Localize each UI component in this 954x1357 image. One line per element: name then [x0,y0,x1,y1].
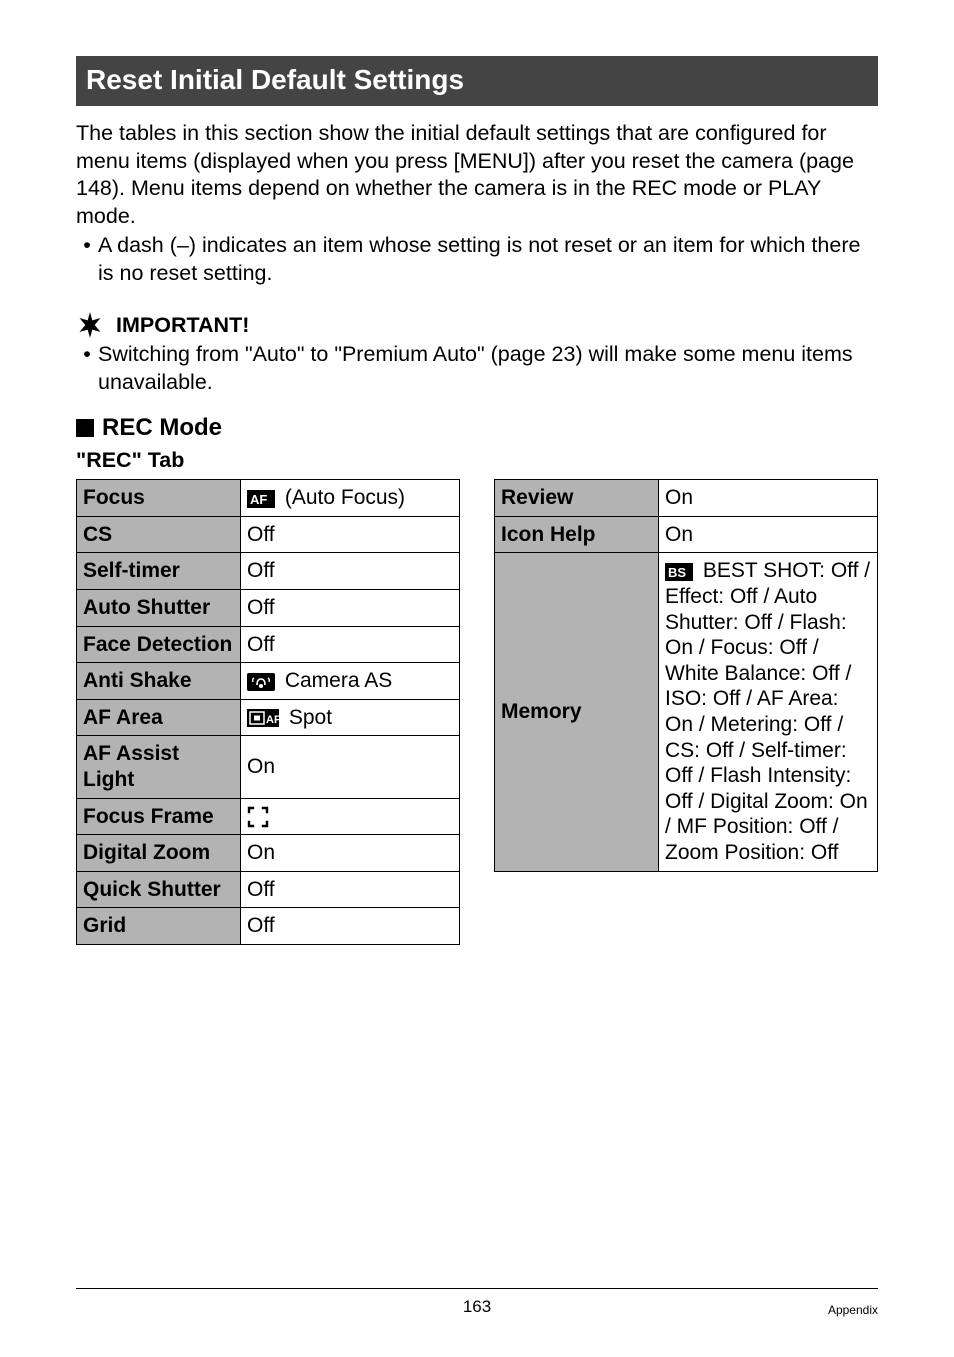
tab-heading: "REC" Tab [76,448,878,473]
setting-value: On [241,835,460,872]
table-row: MemoryBS BEST SHOT: Off / Effect: Off / … [495,553,878,871]
memory-value: BS BEST SHOT: Off / Effect: Off / Auto S… [659,553,878,871]
svg-text:AF: AF [250,492,267,507]
footer-divider [76,1288,878,1289]
setting-value-text: Spot [283,706,332,729]
setting-value: Off [241,908,460,945]
setting-value: Off [241,589,460,626]
setting-label: Auto Shutter [77,589,241,626]
star-icon [76,311,104,339]
mode-heading: REC Mode [76,414,878,442]
page: Reset Initial Default Settings The table… [0,0,954,1357]
table-row: Focus Frame [77,798,460,835]
bullet-dot-icon: • [76,341,98,396]
focusframe-icon [247,806,269,828]
intro-paragraph: The tables in this section show the init… [76,120,878,230]
tables-container: FocusAF (Auto Focus)CSOffSelf-timerOffAu… [76,479,878,945]
bs-icon: BS [665,563,693,581]
setting-value [241,798,460,835]
footer-section-label: Appendix [828,1303,878,1317]
setting-label: AF Area [77,699,241,736]
memory-value-text: BEST SHOT: Off / Effect: Off / Auto Shut… [665,559,870,864]
setting-label: Anti Shake [77,663,241,700]
setting-value: On [659,480,878,517]
table-row: Icon HelpOn [495,516,878,553]
square-bullet-icon [76,419,94,437]
table-row: Quick ShutterOff [77,871,460,908]
setting-value: Camera AS [241,663,460,700]
svg-text:AF: AF [266,714,279,726]
intro-bullet: • A dash (–) indicates an item whose set… [76,232,878,287]
table-row: Self-timerOff [77,553,460,590]
table-row: Anti Shake Camera AS [77,663,460,700]
table-row: AF AreaAF Spot [77,699,460,736]
setting-value: AF (Auto Focus) [241,480,460,517]
af-icon: AF [247,490,275,508]
bullet-dot-icon: • [76,232,98,287]
setting-label: Face Detection [77,626,241,663]
setting-value: Off [241,516,460,553]
setting-value-text: Camera AS [279,669,392,692]
table-row: Face DetectionOff [77,626,460,663]
important-bullet-text: Switching from "Auto" to "Premium Auto" … [98,341,878,396]
important-header: IMPORTANT! [76,311,878,339]
svg-text:BS: BS [668,565,686,580]
setting-value: AF Spot [241,699,460,736]
setting-label: Self-timer [77,553,241,590]
setting-label: Quick Shutter [77,871,241,908]
page-number: 163 [76,1297,878,1317]
setting-value: Off [241,553,460,590]
important-bullet: • Switching from "Auto" to "Premium Auto… [76,341,878,396]
page-footer: 163 Appendix [76,1288,878,1317]
table-row: FocusAF (Auto Focus) [77,480,460,517]
table-row: GridOff [77,908,460,945]
setting-value: Off [241,871,460,908]
rec-defaults-table-left: FocusAF (Auto Focus)CSOffSelf-timerOffAu… [76,479,460,945]
table-row: ReviewOn [495,480,878,517]
intro-bullet-text: A dash (–) indicates an item whose setti… [98,232,878,287]
important-label: IMPORTANT! [116,313,249,338]
table-row: AF Assist LightOn [77,736,460,798]
setting-label: Focus Frame [77,798,241,835]
spot-icon: AF [247,709,279,727]
table-row: Digital ZoomOn [77,835,460,872]
setting-value: On [241,736,460,798]
setting-label: Review [495,480,659,517]
section-title: Reset Initial Default Settings [76,56,878,106]
setting-label: Grid [77,908,241,945]
setting-label: Focus [77,480,241,517]
antishake-icon [247,673,275,691]
setting-label: CS [77,516,241,553]
footer-row: 163 Appendix [76,1297,878,1317]
setting-label: Memory [495,553,659,871]
setting-value-text: (Auto Focus) [279,486,405,509]
setting-label: Digital Zoom [77,835,241,872]
setting-value: On [659,516,878,553]
setting-label: Icon Help [495,516,659,553]
rec-defaults-table-right: ReviewOnIcon HelpOnMemoryBS BEST SHOT: O… [494,479,878,872]
setting-value: Off [241,626,460,663]
table-row: Auto ShutterOff [77,589,460,626]
table-row: CSOff [77,516,460,553]
mode-heading-text: REC Mode [102,414,222,442]
setting-label: AF Assist Light [77,736,241,798]
